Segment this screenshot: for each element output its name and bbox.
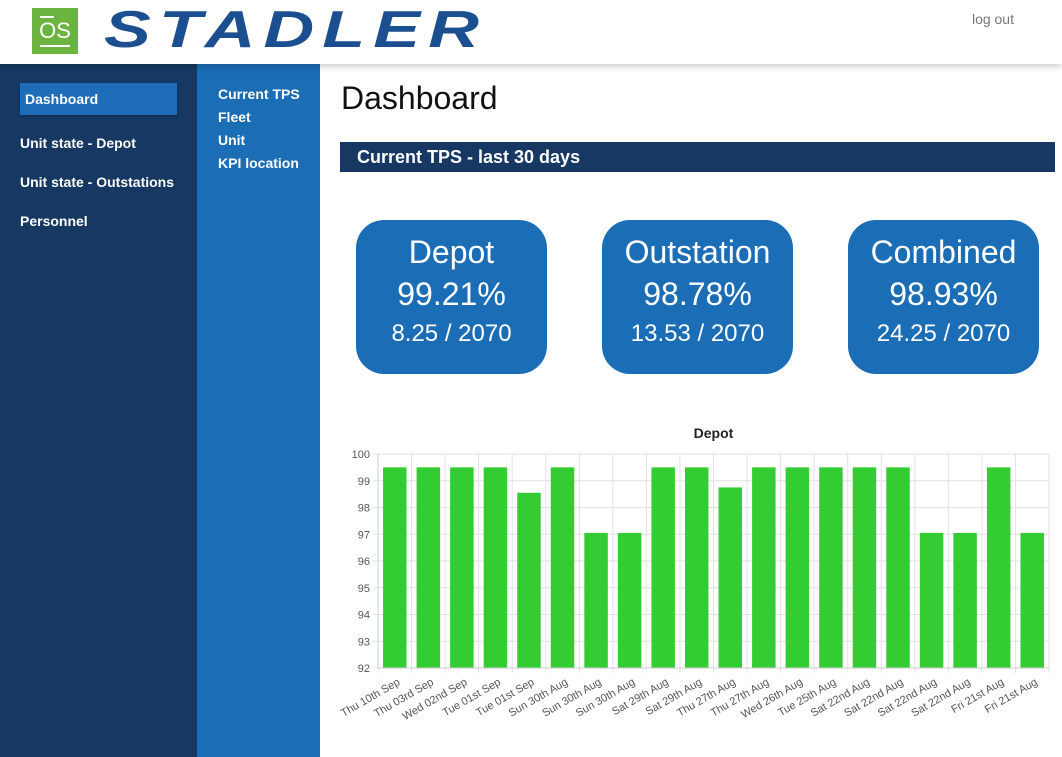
chart-bar: [1020, 532, 1044, 668]
chart-bar: [416, 467, 441, 668]
y-tick-label: 99: [358, 476, 370, 488]
os-logo: OS: [32, 8, 78, 54]
kpi-card-fraction: 13.53 / 2070: [630, 320, 765, 347]
logout-link[interactable]: log out: [971, 11, 1014, 27]
chart-bar: [986, 467, 1011, 668]
os-logo-underline: [40, 44, 70, 47]
sidebar-item-unit-state-depot[interactable]: Unit state - Depot: [20, 135, 136, 151]
y-tick-label: 100: [352, 449, 370, 461]
sidebar-item-unit-state-outstations[interactable]: Unit state - Outstations: [20, 174, 175, 190]
chart-bar: [684, 467, 709, 668]
kpi-card-percent: 98.93%: [889, 276, 998, 312]
chart-bar: [383, 467, 407, 668]
chart-bar: [752, 467, 776, 668]
y-tick-label: 97: [358, 529, 370, 541]
chart-bar: [886, 467, 910, 668]
y-tick-label: 98: [358, 503, 370, 515]
chart-bar: [785, 467, 810, 668]
y-tick-label: 96: [358, 556, 370, 568]
chart-bar: [852, 467, 877, 668]
brand-logo: STADLER: [104, 1, 487, 59]
kpi-card-depot: Depot 99.21% 8.25 / 2070: [356, 220, 547, 374]
top-header: OS STADLER log out: [0, 0, 1062, 64]
kpi-card-title: Combined: [870, 234, 1017, 270]
sub-navigation: Current TPS Fleet Unit KPI location: [197, 64, 320, 757]
kpi-card-title: Outstation: [624, 234, 771, 270]
sidebar-item-dashboard[interactable]: Dashboard: [20, 83, 177, 115]
subnav-item-kpi-location[interactable]: KPI location: [218, 155, 299, 171]
subnav-item-fleet[interactable]: Fleet: [218, 109, 251, 125]
sidebar-item-personnel[interactable]: Personnel: [20, 213, 88, 229]
y-tick-label: 92: [358, 663, 370, 675]
chart-bar: [651, 467, 675, 668]
kpi-card-outstation: Outstation 98.78% 13.53 / 2070: [602, 220, 793, 374]
chart-title: Depot: [694, 425, 734, 441]
chart-bar: [617, 532, 642, 668]
chart-bar: [550, 467, 575, 668]
chart-bar: [819, 467, 843, 668]
os-logo-bar: [40, 15, 54, 18]
chart-bar: [584, 532, 608, 668]
kpi-card-percent: 98.78%: [643, 276, 752, 312]
chart-bar: [919, 532, 944, 668]
y-tick-label: 93: [358, 636, 370, 648]
os-logo-text: OS: [39, 17, 71, 43]
page-title: Dashboard: [341, 80, 498, 116]
kpi-card-fraction: 24.25 / 2070: [876, 320, 1011, 347]
chart-bar: [450, 467, 474, 668]
sidebar: Dashboard Unit state - Depot Unit state …: [0, 64, 197, 757]
depot-bar-chart: Depot 92 93 94 95 96 97 98 99 100 Thu 10th Sep Thu …: [330, 420, 1062, 757]
y-tick-label: 95: [358, 583, 370, 595]
subnav-item-unit[interactable]: Unit: [218, 132, 246, 148]
section-header: Current TPS - last 30 days: [340, 142, 1055, 172]
chart-bar: [718, 487, 743, 668]
subnav-item-current-tps[interactable]: Current TPS: [218, 86, 300, 102]
chart-bar: [483, 467, 508, 668]
kpi-card-combined: Combined 98.93% 24.25 / 2070: [848, 220, 1039, 374]
chart-bar: [953, 532, 977, 668]
chart-bar: [517, 492, 541, 668]
kpi-card-fraction: 8.25 / 2070: [391, 320, 512, 347]
kpi-card-title: Depot: [408, 234, 495, 270]
y-tick-label: 94: [358, 610, 370, 622]
kpi-card-percent: 99.21%: [397, 276, 506, 312]
